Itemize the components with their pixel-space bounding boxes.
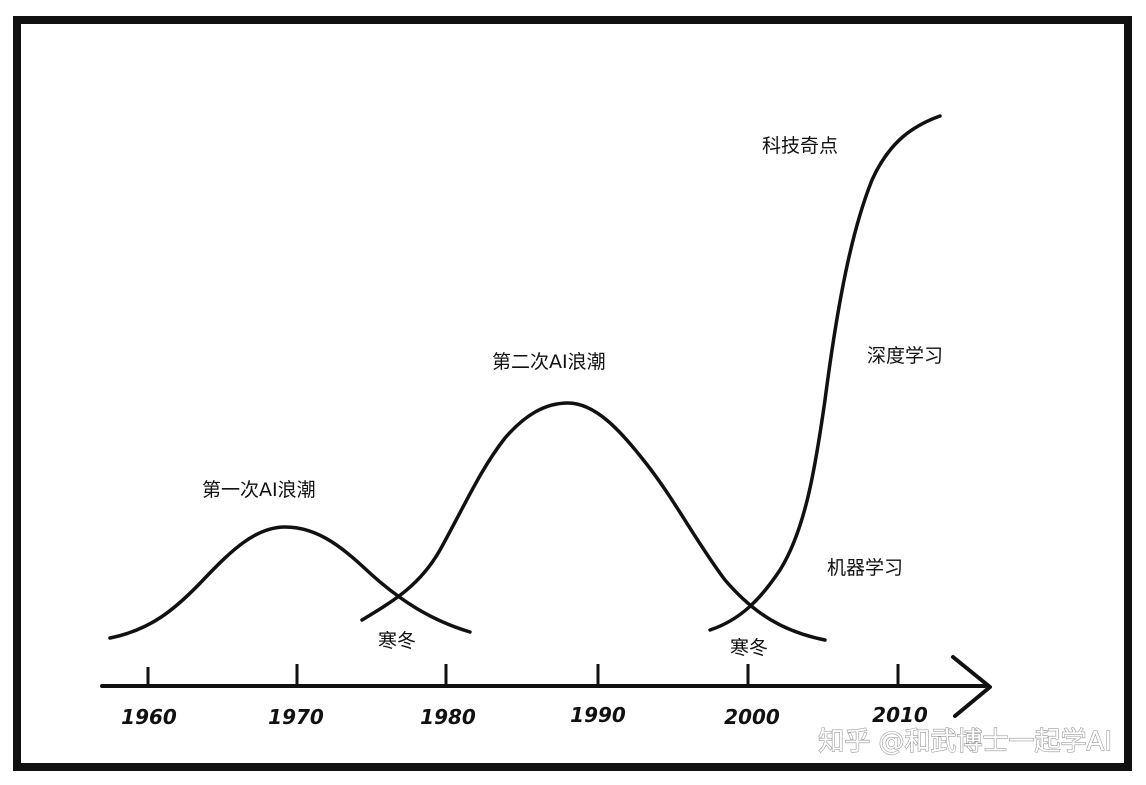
- tick-label-1980: 1980: [420, 705, 476, 729]
- second-winter-label: 寒冬: [730, 637, 768, 659]
- machine-learning-label: 机器学习: [827, 557, 903, 579]
- first-winter-label: 寒冬: [378, 630, 416, 652]
- frame-border: [13, 16, 1132, 771]
- second-wave-curve: [360, 401, 827, 642]
- deep-learning-label: 深度学习: [867, 345, 943, 367]
- second-wave-label: 第二次AI浪潮: [492, 351, 606, 373]
- watermark-text: 知乎 @和武博士一起学AI: [818, 727, 1112, 757]
- tick-label-2010: 2010: [872, 703, 928, 727]
- tick-label-2000: 2000: [724, 705, 780, 729]
- timeline-axis-line: [100, 684, 987, 689]
- singularity-label: 科技奇点: [762, 135, 838, 157]
- axis-tick-labels: 1960 1970 1980 1990 2000 2010: [121, 703, 928, 729]
- tick-label-1990: 1990: [570, 703, 626, 727]
- axis-ticks: [146, 664, 900, 687]
- ml-rise-curve: [708, 114, 942, 632]
- first-wave-label: 第一次AI浪潮: [202, 479, 316, 501]
- tick-label-1960: 1960: [121, 705, 177, 729]
- tick-label-1970: 1970: [268, 705, 324, 729]
- timeline-axis-arrowhead: [951, 655, 992, 718]
